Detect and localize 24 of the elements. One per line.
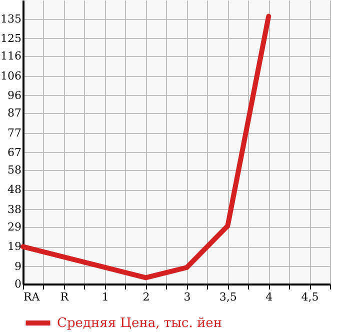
y-tick-label: 87 [8, 106, 22, 120]
x-tick-label: 3 [184, 290, 191, 304]
y-tick-label: 48 [8, 183, 22, 196]
y-tick-label: 58 [8, 164, 22, 177]
y-tick-label: 77 [8, 126, 22, 140]
y-tick-label: 116 [0, 50, 22, 63]
x-tick-label: R [60, 290, 70, 304]
legend-label: Средняя Цена, тыс. йен [57, 316, 222, 331]
y-tick-label: 106 [0, 69, 22, 82]
x-tick-label: RA [24, 290, 41, 304]
y-tick-label: 125 [0, 32, 22, 45]
y-tick-label: 19 [8, 240, 22, 254]
y-tick-label: 38 [8, 202, 22, 216]
x-tick-label: 4 [266, 290, 273, 304]
x-tick-label: 1 [102, 290, 109, 304]
y-tick-label: 0 [14, 278, 22, 290]
y-tick-label: 67 [8, 146, 22, 159]
x-tick-label: 3,5 [219, 290, 237, 304]
y-tick-label: 29 [8, 220, 22, 234]
y-tick-label: 9 [14, 260, 22, 273]
x-tick-label: 2 [142, 290, 150, 304]
x-tick-label: 4,5 [301, 290, 319, 304]
y-tick-label: 135 [0, 12, 22, 26]
y-tick-label: 96 [8, 88, 22, 102]
